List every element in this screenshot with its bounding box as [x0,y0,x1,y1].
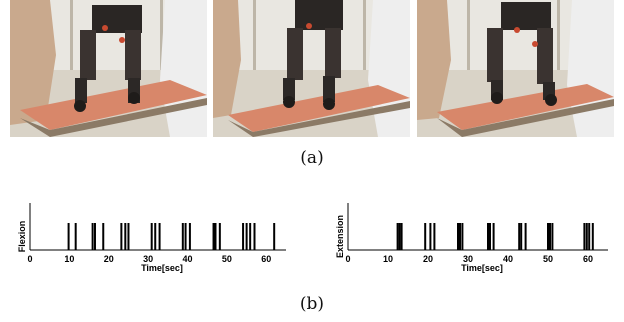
tick-label: 10 [383,254,393,264]
x-axis-label: Time[sec] [141,263,183,273]
robot-photo-middle [213,0,410,137]
y-axis-label: Extension [335,215,345,258]
tick-label: 60 [583,254,593,264]
tick-label: 10 [64,254,74,264]
x-axis-label: Time[sec] [461,263,503,273]
tick-label: 40 [503,254,513,264]
flexion-plot: 0 10 20 30 40 50 60 Time[sec] Flexion [17,203,286,273]
tick-label: 0 [27,254,32,264]
caption-a: (a) [300,148,324,168]
tick-label: 20 [423,254,433,264]
caption-b: (b) [299,294,325,314]
robot-photo-left [10,0,207,137]
photo-strip [10,0,624,137]
tick-label: 20 [104,254,114,264]
robot-photo-right [417,0,614,137]
extension-chart: 0 10 20 30 40 50 60 Time[sec] Extension [326,195,618,287]
y-axis-label: Flexion [17,221,27,253]
extension-plot: 0 10 20 30 40 50 60 Time[sec] Extension [335,203,608,273]
flexion-chart: 0 10 20 30 40 50 60 Time[sec] Flexion [17,195,300,287]
tick-label: 40 [183,254,193,264]
tick-label: 30 [143,254,153,264]
tick-label: 50 [222,254,232,264]
tick-label: 60 [261,254,271,264]
tick-label: 30 [463,254,473,264]
tick-label: 0 [345,254,350,264]
tick-label: 50 [543,254,553,264]
